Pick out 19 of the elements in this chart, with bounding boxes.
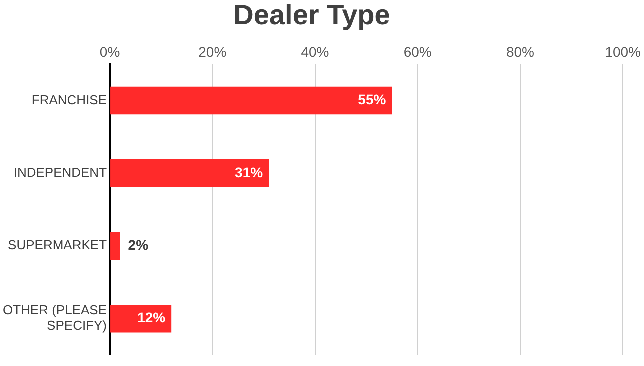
data-label: 55%	[358, 92, 387, 108]
y-tick-label: SUPERMARKET	[8, 238, 108, 253]
x-tick-label: 80%	[506, 44, 534, 60]
x-tick-label: 40%	[301, 44, 330, 60]
x-tick-label: 20%	[198, 44, 227, 60]
bar	[110, 304, 172, 333]
chart-title: Dealer Type	[234, 0, 390, 31]
x-tick-label: 100%	[605, 44, 642, 60]
data-label: 2%	[128, 237, 150, 254]
bar	[110, 160, 270, 188]
bar	[110, 86, 392, 115]
y-tick-label: FRANCHISE	[32, 92, 108, 108]
bar	[110, 232, 120, 260]
x-tick-label: 60%	[404, 44, 432, 60]
data-label: 12%	[138, 310, 166, 326]
y-tick-label: OTHER (PLEASE SPECIFY)	[2, 302, 108, 334]
y-tick-label: INDEPENDENT	[14, 165, 108, 180]
data-label: 31%	[235, 164, 264, 180]
x-tick-label: 0%	[100, 44, 120, 60]
